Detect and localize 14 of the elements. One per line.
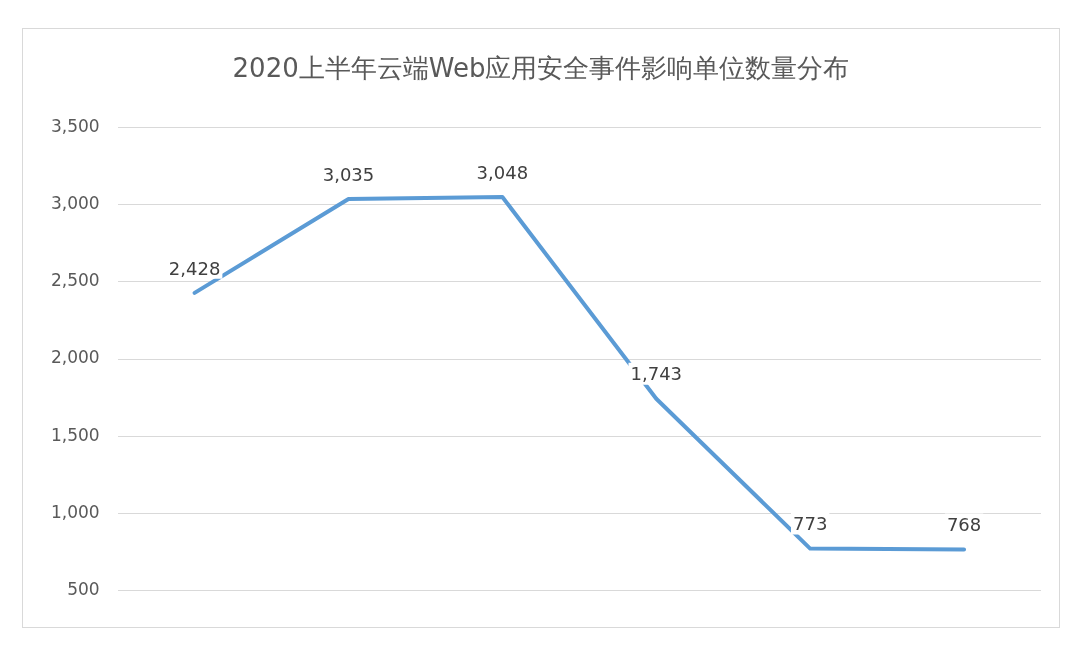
y-tick-label: 3,500 [51, 115, 100, 136]
y-tick-label: 2,000 [51, 347, 100, 368]
y-tick-label: 1,000 [51, 501, 100, 522]
y-tick-label: 2,500 [51, 270, 100, 291]
data-label: 3,035 [322, 163, 375, 185]
data-label: 3,048 [476, 161, 529, 183]
chart-title: 2020上半年云端Web应用安全事件影响单位数量分布 [231, 52, 851, 85]
data-label: 773 [792, 513, 828, 535]
y-tick-label: 3,000 [51, 192, 100, 213]
y-tick-label: 1,500 [51, 424, 100, 445]
data-label: 2,428 [168, 257, 221, 279]
data-label: 1,743 [630, 363, 683, 385]
data-label: 768 [946, 514, 982, 536]
y-tick-label: 500 [67, 579, 100, 600]
